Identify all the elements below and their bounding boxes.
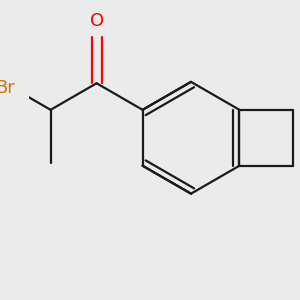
Text: O: O (89, 11, 104, 29)
Text: Br: Br (0, 80, 15, 98)
